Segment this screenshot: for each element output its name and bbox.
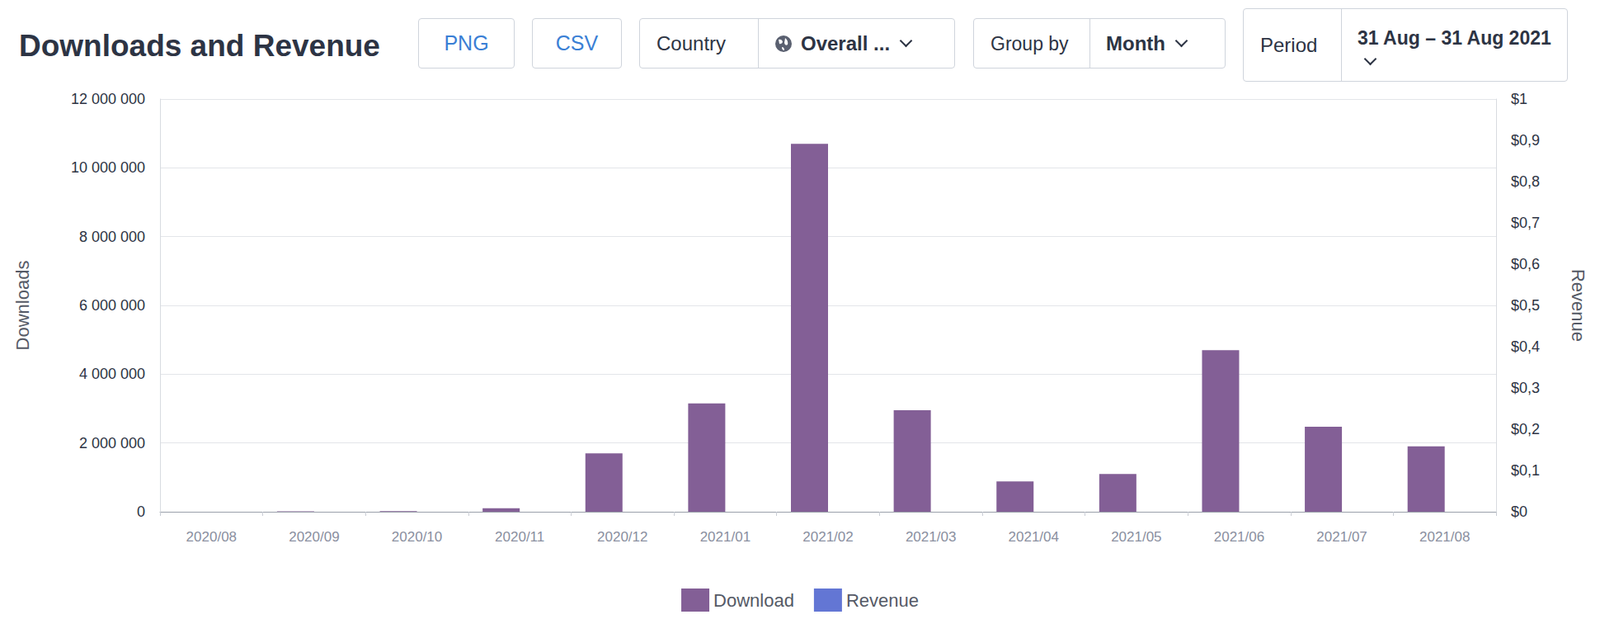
svg-text:2020/10: 2020/10 [391,528,443,545]
svg-text:2021/06: 2021/06 [1214,528,1265,545]
html-text:Country: Country [656,31,726,55]
svg-text:$0,9: $0,9 [1510,131,1540,149]
svg-text:Downloads and Revenue: Downloads and Revenue [18,28,381,63]
svg-text:8 000 000: 8 000 000 [79,228,146,245]
svg-text:12 000 000: 12 000 000 [70,90,146,108]
svg-text:2020/12: 2020/12 [597,528,648,545]
html-text:31 Aug – 31 Aug 2021: 31 Aug – 31 Aug 2021 [1357,26,1552,49]
svg-text:$0,4: $0,4 [1510,338,1540,355]
svg-text:4 000 000: 4 000 000 [79,365,146,382]
svg-text:2 000 000: 2 000 000 [79,434,146,452]
html-text:Period: Period [1260,33,1318,56]
svg-text:Downloads: Downloads [12,260,33,351]
svg-text:2020/11: 2020/11 [494,528,545,545]
svg-text:2021/05: 2021/05 [1110,528,1162,545]
svg-text:2021/04: 2021/04 [1008,528,1059,545]
html-text:Month: Month [1105,31,1166,55]
svg-text:2020/08: 2020/08 [186,528,237,545]
html-text:PNG: PNG [444,31,489,55]
svg-text:$0,8: $0,8 [1510,173,1540,190]
svg-text:2020/09: 2020/09 [288,528,339,545]
svg-text:0: 0 [136,503,146,520]
svg-text:Revenue: Revenue [1567,268,1589,342]
html-text:Group by: Group by [990,32,1069,55]
svg-text:10 000 000: 10 000 000 [70,159,146,176]
svg-text:2021/07: 2021/07 [1316,528,1367,545]
svg-text:2021/02: 2021/02 [802,528,853,545]
svg-text:$1: $1 [1510,90,1528,108]
svg-text:$0,1: $0,1 [1510,461,1540,479]
svg-text:2021/03: 2021/03 [905,528,956,545]
svg-text:$0,5: $0,5 [1510,296,1540,314]
svg-text:$0,6: $0,6 [1510,255,1540,273]
svg-text:2021/01: 2021/01 [700,528,751,545]
html-text:Overall ...: Overall ... [800,31,890,55]
html-text:CSV: CSV [555,31,599,55]
svg-text:6 000 000: 6 000 000 [79,296,146,314]
svg-text:$0,7: $0,7 [1510,214,1540,231]
svg-text:$0,2: $0,2 [1510,420,1540,438]
svg-text:Download: Download [713,589,795,611]
svg-text:2021/08: 2021/08 [1419,528,1470,545]
svg-text:Revenue: Revenue [846,589,919,611]
svg-text:$0: $0 [1510,503,1528,520]
svg-text:$0,3: $0,3 [1510,379,1540,396]
